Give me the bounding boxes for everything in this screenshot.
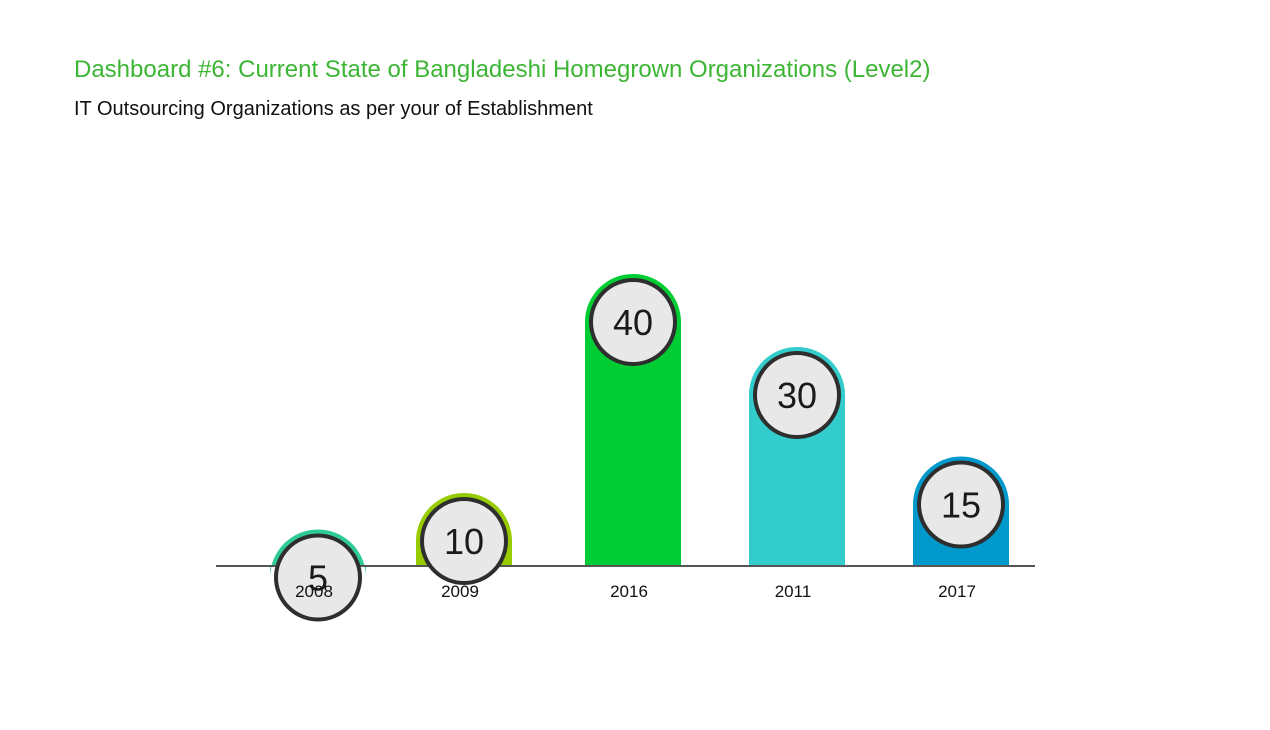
x-tick-label-2009: 2009	[441, 582, 479, 601]
page-title: Dashboard #6: Current State of Banglades…	[74, 56, 931, 83]
x-tick-label-2008: 2008	[295, 582, 333, 601]
x-tick-label-2017: 2017	[938, 582, 976, 601]
value-badge-2009	[420, 497, 508, 585]
value-badge-2008	[274, 533, 362, 622]
x-tick-label-2016: 2016	[610, 582, 648, 601]
data-label-2008: 5	[308, 558, 328, 599]
chart-subtitle: IT Outsourcing Organizations as per your…	[74, 98, 593, 120]
x-tick-label-2011: 2011	[775, 582, 812, 601]
data-label-2009: 10	[444, 521, 484, 562]
data-label-2017: 15	[941, 485, 981, 526]
value-badges-layer: 5 10 40 30 15	[274, 278, 1005, 622]
x-tick-labels: 2008 2009 2016 2011 2017	[295, 582, 976, 601]
value-badge-2011	[753, 351, 841, 439]
data-label-2016: 40	[613, 302, 653, 343]
value-badge-2016	[589, 278, 677, 366]
data-label-2011: 30	[777, 375, 817, 416]
value-badge-2017	[917, 460, 1005, 549]
